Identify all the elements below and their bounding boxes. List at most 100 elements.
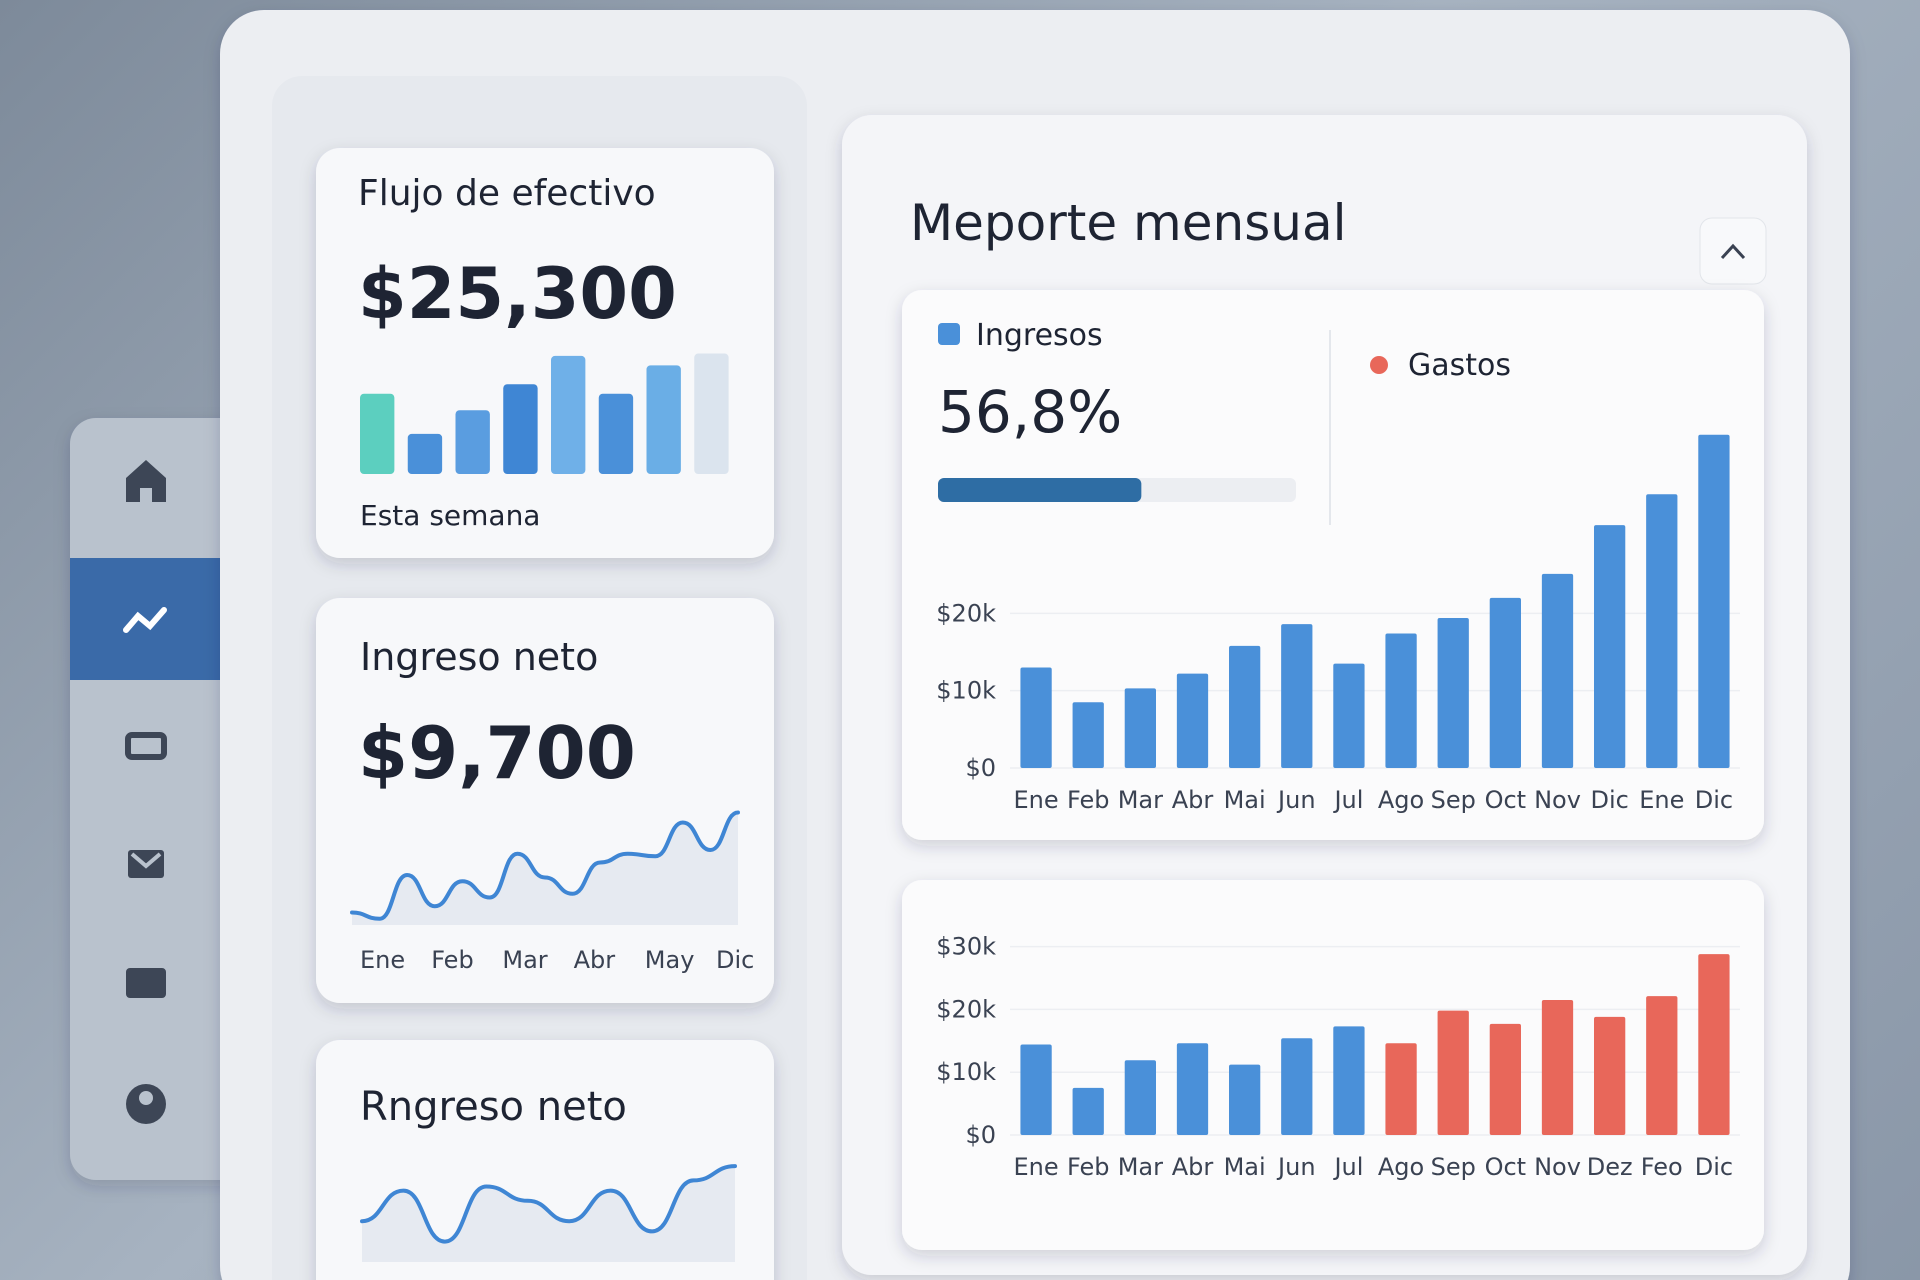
x-tick-label: Feb xyxy=(1067,1153,1110,1181)
sidebar-active xyxy=(70,558,230,680)
x-tick-label: May xyxy=(645,946,695,974)
x-tick-label: Nov xyxy=(1534,786,1581,814)
mini-bar xyxy=(407,433,443,474)
x-tick-label: Abr xyxy=(1172,1153,1214,1181)
x-tick-label: Ago xyxy=(1378,786,1424,814)
legend-label: Gastos xyxy=(1408,348,1511,383)
x-tick-label: Nov xyxy=(1534,1153,1581,1181)
bar xyxy=(1385,1043,1417,1135)
x-tick-label: Oct xyxy=(1485,786,1527,814)
percent-value: 56,8% xyxy=(938,378,1122,446)
bar xyxy=(1281,624,1313,768)
bar xyxy=(1698,954,1730,1135)
x-tick-label: Mar xyxy=(1118,786,1163,814)
bar xyxy=(1281,1038,1313,1135)
mini-bar xyxy=(598,393,634,474)
bar xyxy=(1229,645,1261,768)
bar xyxy=(1489,1023,1521,1135)
legend-label: Ingresos xyxy=(976,318,1103,353)
card-value: $25,300 xyxy=(358,253,677,335)
x-tick-label: Jun xyxy=(1276,786,1316,814)
x-tick-label: Feb xyxy=(431,946,474,974)
x-tick-label: Sep xyxy=(1431,786,1476,814)
card-title: Ingreso neto xyxy=(360,635,598,679)
collapse-icon xyxy=(1720,243,1746,260)
mini-bar xyxy=(551,355,586,474)
bar xyxy=(1437,617,1469,768)
y-tick-label: $20k xyxy=(936,995,996,1023)
card xyxy=(316,1040,774,1280)
card-title: Flujo de efectivo xyxy=(358,173,656,214)
bar xyxy=(1646,996,1678,1135)
collapse-button[interactable] xyxy=(1699,217,1767,285)
mini-bar xyxy=(360,393,395,474)
x-tick-label: Jun xyxy=(1276,1153,1316,1181)
x-tick-label: Oct xyxy=(1485,1153,1527,1181)
x-tick-label: Mar xyxy=(502,946,547,974)
x-tick-label: Sep xyxy=(1431,1153,1476,1181)
chart-card xyxy=(902,880,1764,1250)
bar xyxy=(1489,597,1521,768)
x-tick-label: Ene xyxy=(1014,786,1059,814)
y-tick-label: $30k xyxy=(936,933,996,961)
legend-swatch xyxy=(938,323,960,345)
legend-swatch xyxy=(1370,356,1388,374)
bar xyxy=(1072,702,1104,768)
x-tick-label: Dic xyxy=(1695,1153,1733,1181)
bar xyxy=(1594,525,1626,768)
card-icon[interactable] xyxy=(125,732,167,760)
card-title: Rngreso neto xyxy=(360,1084,627,1130)
line xyxy=(360,1164,737,1244)
bar xyxy=(1333,663,1365,768)
mini-bar xyxy=(694,353,729,474)
bar xyxy=(1020,667,1052,768)
bar xyxy=(1229,1064,1261,1135)
y-tick-label: $0 xyxy=(965,1121,996,1149)
report-title: Meporte mensual xyxy=(910,194,1346,252)
x-tick-label: Jul xyxy=(1332,1153,1363,1181)
bar xyxy=(1176,673,1209,768)
bar xyxy=(1541,999,1574,1135)
y-tick-label: $10k xyxy=(936,1058,996,1086)
bar xyxy=(1541,573,1574,768)
x-tick-label: Dez xyxy=(1587,1153,1633,1181)
x-tick-label: Dic xyxy=(1695,786,1733,814)
bar xyxy=(1333,1026,1365,1135)
inbox-icon[interactable] xyxy=(126,968,166,998)
bar xyxy=(1437,1010,1469,1135)
bar xyxy=(1020,1044,1052,1135)
x-tick-label: Feo xyxy=(1641,1153,1683,1181)
bar xyxy=(1594,1016,1626,1135)
x-tick-label: Ene xyxy=(360,946,405,974)
mini-bar xyxy=(455,410,490,474)
x-tick-label: Mar xyxy=(1118,1153,1163,1181)
bar xyxy=(1176,1043,1209,1135)
user-head xyxy=(139,1091,153,1105)
x-tick-label: Feb xyxy=(1067,786,1110,814)
x-tick-label: Abr xyxy=(1172,786,1214,814)
y-tick-label: $20k xyxy=(936,599,996,627)
bar xyxy=(1072,1087,1104,1135)
x-tick-label: Mai xyxy=(1224,786,1266,814)
bar xyxy=(1124,688,1156,768)
bar xyxy=(1124,1060,1156,1135)
x-tick-label: Jul xyxy=(1332,786,1363,814)
x-tick-label: Abr xyxy=(574,946,616,974)
line xyxy=(350,810,740,921)
x-tick-label: Dic xyxy=(1590,786,1628,814)
bar xyxy=(1385,633,1417,768)
x-tick-label: Ago xyxy=(1378,1153,1424,1181)
activity-icon[interactable] xyxy=(123,607,167,633)
y-tick-label: $10k xyxy=(936,677,996,705)
x-tick-label: Dic xyxy=(686,1278,724,1280)
x-tick-label: Dic xyxy=(716,946,754,974)
mini-bar xyxy=(503,384,538,474)
x-tick-label: Ene xyxy=(1014,1153,1059,1181)
card-footer: Esta semana xyxy=(360,499,540,532)
y-tick-label: $0 xyxy=(965,754,996,782)
bar xyxy=(1646,494,1678,768)
home-icon[interactable] xyxy=(126,460,166,502)
mail-flap xyxy=(130,852,162,869)
